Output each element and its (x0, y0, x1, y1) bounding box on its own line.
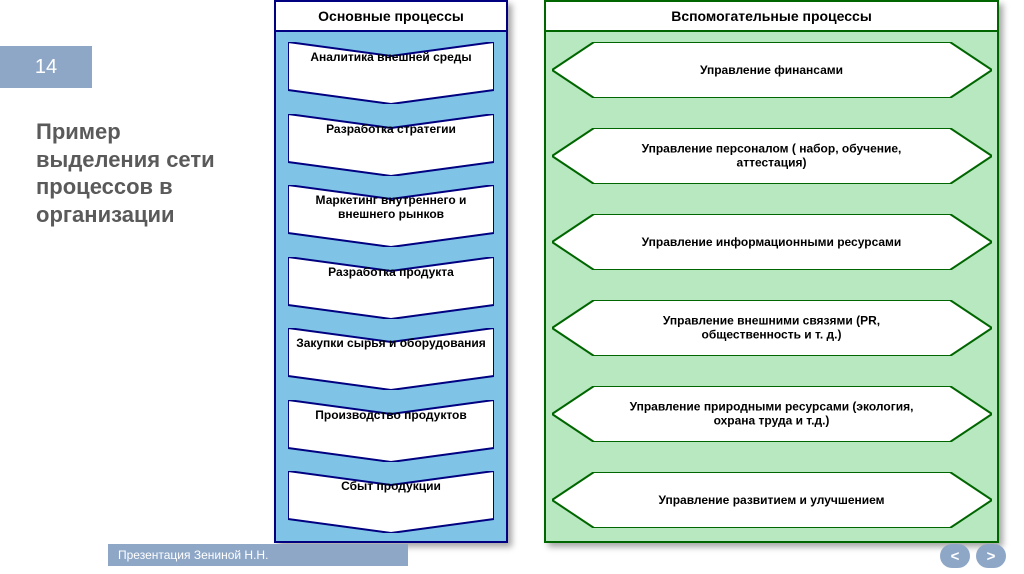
next-button[interactable]: > (976, 544, 1006, 568)
footer-text: Презентация Зениной Н.Н. (118, 548, 268, 562)
support-arrow: Управление развитием и улучшением (552, 472, 992, 528)
slide-number-text: 14 (35, 56, 57, 79)
process-chevron: Производство продуктов (288, 400, 494, 462)
process-chevron-label: Разработка стратегии (288, 118, 494, 136)
support-arrow: Управление финансами (552, 42, 992, 98)
support-arrow: Управление персоналом ( набор, обучение,… (552, 128, 992, 184)
support-arrow: Управление внешними связями (PR, обществ… (552, 300, 992, 356)
slide-title: Пример выделения сети процессов в органи… (36, 118, 236, 228)
support-arrow-label: Управление развитием и улучшением (622, 493, 922, 507)
process-chevron-label: Аналитика внешней среды (288, 46, 494, 64)
support-arrow: Управление информационными ресурсами (552, 214, 992, 270)
support-processes-body: Управление финансами Управление персонал… (546, 32, 997, 541)
process-chevron-label: Маркетинг внутреннего и внешнего рынков (288, 189, 494, 222)
footer-bar: Презентация Зениной Н.Н. (108, 544, 408, 566)
support-arrow-label: Управление финансами (622, 63, 922, 77)
process-chevron-label: Производство продуктов (288, 404, 494, 422)
process-chevron: Маркетинг внутреннего и внешнего рынков (288, 185, 494, 247)
process-chevron: Разработка продукта (288, 257, 494, 319)
support-arrow-label: Управление природными ресурсами (экологи… (622, 400, 922, 429)
support-processes-column: Вспомогательные процессы Управление фина… (544, 0, 999, 543)
support-arrow: Управление природными ресурсами (экологи… (552, 386, 992, 442)
process-chevron-label: Разработка продукта (288, 261, 494, 279)
support-processes-header: Вспомогательные процессы (546, 2, 997, 32)
main-processes-body: Аналитика внешней среды Разработка страт… (276, 32, 506, 541)
process-chevron: Аналитика внешней среды (288, 42, 494, 104)
slide-number-badge: 14 (0, 46, 92, 88)
support-arrow-label: Управление внешними связями (PR, обществ… (622, 314, 922, 343)
chevron-right-icon: > (987, 548, 996, 565)
process-chevron: Разработка стратегии (288, 114, 494, 176)
process-chevron: Закупки сырья и оборудования (288, 328, 494, 390)
main-processes-header: Основные процессы (276, 2, 506, 32)
process-chevron: Сбыт продукции (288, 471, 494, 533)
process-chevron-label: Закупки сырья и оборудования (288, 332, 494, 350)
support-arrow-label: Управление информационными ресурсами (622, 235, 922, 249)
chevron-left-icon: < (951, 548, 960, 565)
support-arrow-label: Управление персоналом ( набор, обучение,… (622, 142, 922, 171)
nav-buttons: < > (940, 544, 1006, 568)
main-processes-column: Основные процессы Аналитика внешней сред… (274, 0, 508, 543)
prev-button[interactable]: < (940, 544, 970, 568)
process-chevron-label: Сбыт продукции (288, 475, 494, 493)
